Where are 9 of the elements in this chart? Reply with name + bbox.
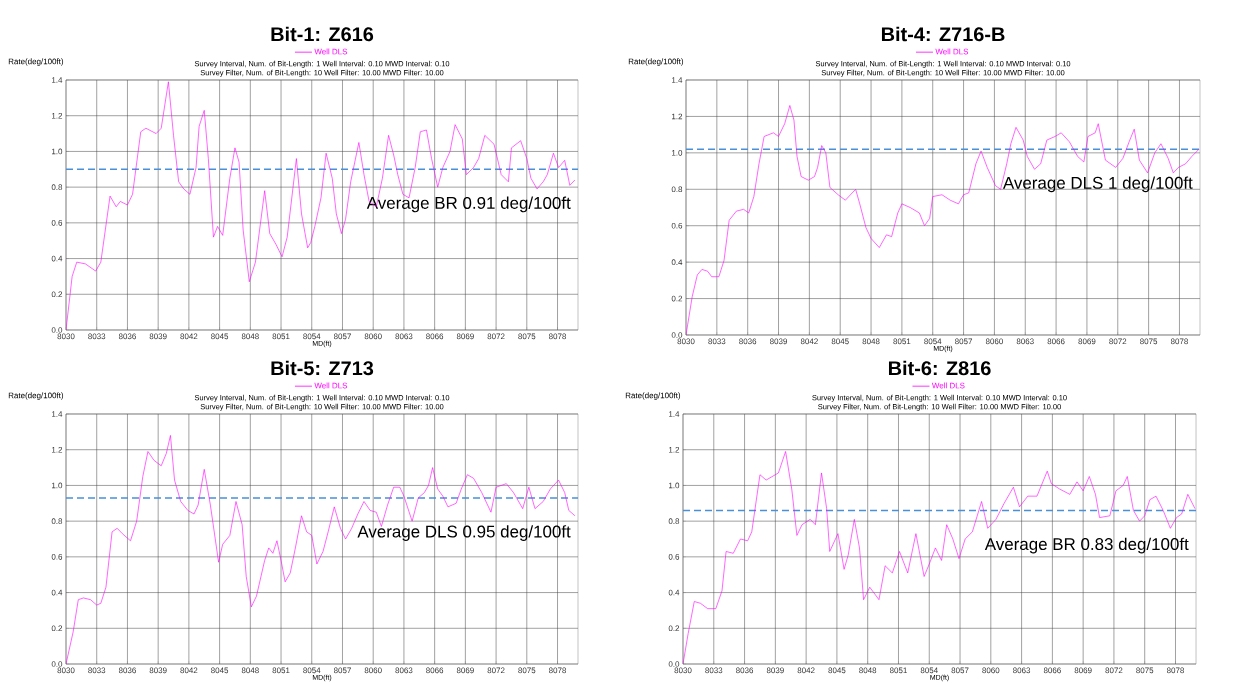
chart-title: Bit-5: Z713 (271, 360, 374, 376)
ref-line-label: Average BR 0.91 deg/100ft (366, 196, 571, 213)
ref-line-label: Average DLS 1 deg/100ft (1002, 176, 1193, 193)
chart-title: Bit-1: Z616 (271, 26, 374, 42)
chart-title: Bit-4: Z716-B (881, 26, 1005, 42)
ref-line-label: Average BR 0.83 deg/100ft (984, 537, 1189, 554)
line-series (66, 81, 576, 330)
ref-line-label: Average DLS 0.95 deg/100ft (357, 525, 571, 541)
chart-title: Bit-6: Z816 (888, 360, 991, 376)
